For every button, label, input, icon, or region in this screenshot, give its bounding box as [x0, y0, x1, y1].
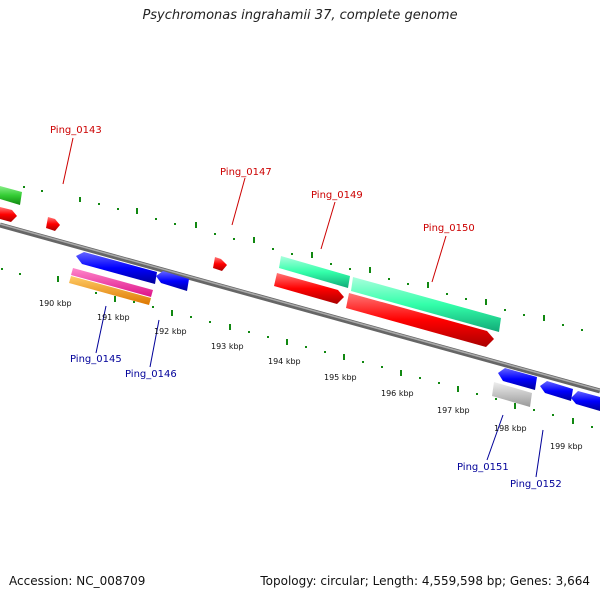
scale-label: 191 kbp	[97, 313, 130, 322]
forward-strand-features	[0, 186, 501, 347]
feature-blue-cds-0145[interactable]	[76, 252, 157, 284]
gene-label-ping-0151[interactable]: Ping_0151	[457, 462, 509, 473]
gene-label-ping-0145[interactable]: Ping_0145	[70, 354, 122, 365]
scale-label: 196 kbp	[381, 389, 414, 398]
feature-green[interactable]	[0, 186, 22, 205]
scale-label: 190 kbp	[39, 299, 72, 308]
gene-label-ping-0143[interactable]: Ping_0143	[50, 125, 102, 136]
feature-red-cds[interactable]	[0, 207, 17, 222]
gene-label-ping-0147[interactable]: Ping_0147	[220, 167, 272, 178]
gene-label-ping-0149[interactable]: Ping_0149	[311, 190, 363, 201]
scale-label: 199 kbp	[550, 442, 583, 451]
scale-labels: 190 kbp 191 kbp 192 kbp 193 kbp 194 kbp …	[39, 299, 583, 451]
feature-blue-cds-0146[interactable]	[156, 271, 189, 291]
feature-red-cds[interactable]	[46, 217, 60, 231]
scale-label: 194 kbp	[268, 357, 301, 366]
scale-label: 197 kbp	[437, 406, 470, 415]
feature-teal-gene-0150[interactable]	[351, 277, 501, 332]
feature-blue-cds[interactable]	[571, 391, 600, 411]
gene-label-ping-0152[interactable]: Ping_0152	[510, 479, 562, 490]
genome-backbone	[0, 222, 600, 394]
feature-red-cds-0150[interactable]	[346, 293, 494, 347]
lower-tick-track	[1, 268, 593, 428]
scale-label: 195 kbp	[324, 373, 357, 382]
feature-blue-cds-0151[interactable]	[498, 368, 537, 390]
map-title: Psychromonas ingrahamii 37, complete gen…	[142, 8, 458, 23]
accession-label: Accession: NC_008709	[9, 574, 146, 588]
scale-label: 198 kbp	[494, 424, 527, 433]
gene-label-ping-0150[interactable]: Ping_0150	[423, 223, 475, 234]
scale-label: 193 kbp	[211, 342, 244, 351]
feature-red-cds[interactable]	[213, 257, 227, 271]
gene-label-ping-0146[interactable]: Ping_0146	[125, 369, 177, 380]
label-leaders-bottom	[95, 305, 544, 478]
feature-blue-cds-0152[interactable]	[540, 381, 573, 401]
reverse-strand-features	[69, 252, 600, 411]
scale-label: 192 kbp	[154, 327, 187, 336]
feature-red-cds-0149[interactable]	[274, 273, 344, 304]
feature-orange-rna[interactable]	[69, 276, 151, 305]
label-leaders-top	[62, 137, 447, 283]
genome-meta-label: Topology: circular; Length: 4,559,598 bp…	[260, 574, 590, 588]
feature-grey-pseudo[interactable]	[492, 382, 532, 407]
feature-pink-rna[interactable]	[71, 268, 153, 297]
feature-teal-gene-0149[interactable]	[279, 256, 350, 288]
genome-backbone-highlight	[0, 223, 600, 391]
upper-tick-track	[23, 186, 583, 331]
